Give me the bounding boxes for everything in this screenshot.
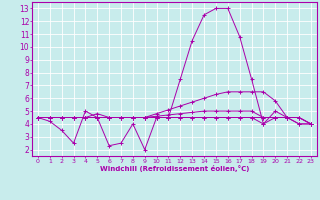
X-axis label: Windchill (Refroidissement éolien,°C): Windchill (Refroidissement éolien,°C): [100, 165, 249, 172]
